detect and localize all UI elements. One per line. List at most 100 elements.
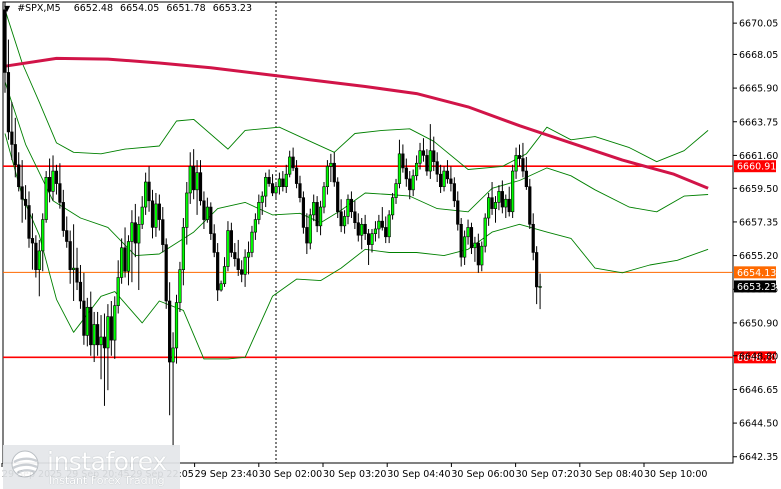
candle: [305, 213, 309, 255]
candle: [500, 180, 504, 214]
candle: [401, 144, 405, 173]
candle: [51, 155, 55, 201]
candle: [68, 230, 72, 284]
candle-body: [68, 241, 72, 270]
candle: [411, 169, 415, 197]
candle-body: [61, 202, 65, 231]
candle: [171, 332, 175, 447]
candle: [92, 311, 96, 363]
y-tick-label: 6668.05: [739, 50, 778, 61]
candle: [82, 272, 86, 345]
candle-body: [27, 205, 31, 239]
candle: [342, 210, 347, 234]
x-tick-label: 30 Sep 10:00: [644, 469, 707, 480]
candle-body: [72, 267, 76, 270]
candle: [34, 235, 38, 278]
candle-body: [531, 223, 535, 253]
candle: [435, 152, 439, 183]
bollinger-lower-band: [4, 133, 709, 360]
candle: [222, 257, 227, 287]
candle-body: [500, 191, 504, 208]
candle-body: [535, 252, 539, 288]
candle-body: [6, 72, 11, 133]
candle-body: [168, 300, 172, 363]
candle-body: [123, 247, 127, 272]
candle: [452, 177, 456, 208]
candle-body: [318, 206, 323, 227]
candle: [30, 213, 35, 270]
candle-body: [373, 228, 378, 234]
candle-body: [356, 222, 360, 236]
candle: [6, 39, 11, 140]
high-value: 6654.05: [120, 3, 160, 14]
candle-body: [339, 211, 343, 227]
candle: [78, 264, 83, 309]
candle: [325, 160, 330, 195]
candle-body: [322, 186, 326, 208]
price-level-lines: 6660.91 6654.13 6648.70: [3, 160, 776, 364]
candle-body: [233, 252, 237, 260]
candle-body: [140, 206, 144, 225]
candle: [428, 124, 432, 179]
candle-body: [312, 202, 316, 216]
close-value: 6653.23: [212, 3, 252, 14]
candle: [41, 213, 45, 272]
candle: [524, 156, 528, 190]
candle-body: [96, 324, 100, 346]
candle: [154, 192, 158, 237]
candle-body: [445, 170, 450, 180]
candle-body: [75, 267, 79, 283]
candle: [384, 216, 388, 244]
x-tick-label: 30 Sep 08:40: [580, 469, 643, 480]
candle: [404, 158, 408, 187]
candle: [216, 243, 220, 301]
candle: [205, 197, 209, 223]
x-tick-label: 30 Sep 03:20: [323, 469, 386, 480]
candle-body: [202, 200, 206, 220]
candle: [47, 158, 52, 203]
plot-frame: [2, 1, 734, 464]
candle: [397, 139, 402, 189]
y-tick-label: 6659.50: [739, 184, 778, 195]
candle-body: [65, 230, 69, 242]
candle-body: [528, 186, 532, 225]
candle-body: [394, 183, 398, 198]
candle-body: [41, 219, 45, 252]
candle-body: [493, 202, 498, 209]
candle-body: [85, 306, 89, 336]
candle-body: [301, 197, 306, 228]
candle: [349, 191, 354, 219]
candle-body: [291, 156, 295, 169]
candle: [260, 191, 264, 215]
candle-body: [397, 153, 402, 184]
candle-body: [425, 155, 429, 172]
candle: [99, 315, 103, 380]
candle: [178, 261, 182, 312]
candle-body: [99, 336, 103, 346]
chevron-down-icon[interactable]: ▼: [4, 4, 11, 13]
candle: [322, 182, 326, 214]
low-value: 6651.78: [166, 3, 206, 14]
y-tick-label: 6644.50: [739, 419, 778, 430]
candle: [195, 160, 199, 215]
candle-body: [174, 302, 179, 349]
candle: [65, 216, 69, 248]
candle: [432, 136, 436, 172]
candle-body: [13, 144, 17, 166]
candle: [329, 153, 333, 183]
candle-body: [195, 172, 199, 191]
candle-body: [298, 183, 302, 198]
candle: [353, 200, 357, 229]
candle-body: [497, 191, 501, 203]
candle-body: [476, 242, 480, 266]
candle-body: [349, 198, 354, 213]
candle: [270, 174, 275, 197]
candle-body: [524, 170, 528, 188]
candle-body: [308, 214, 312, 244]
candle: [150, 189, 155, 239]
bollinger-middle-band: [4, 81, 709, 257]
candle: [37, 239, 41, 297]
candle-body: [277, 178, 282, 188]
